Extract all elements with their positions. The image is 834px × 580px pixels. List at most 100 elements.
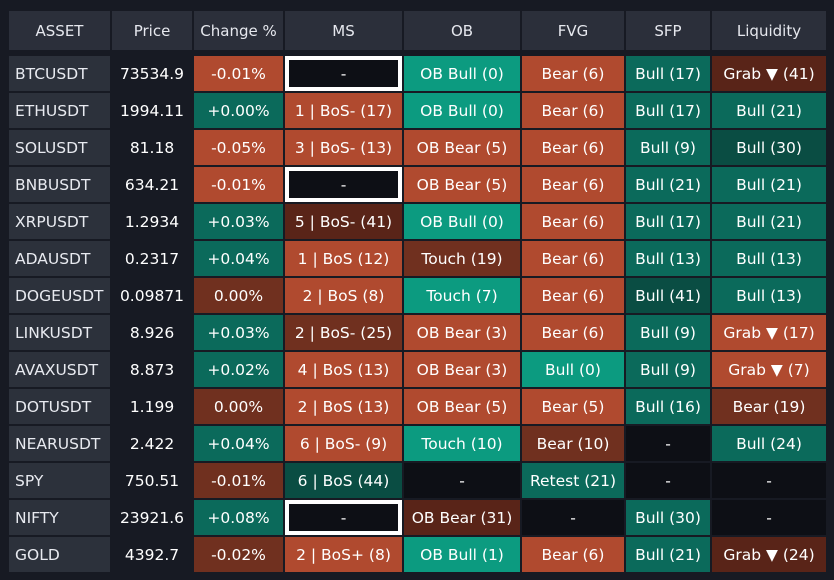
cell-sfp: Bull (41) (626, 278, 710, 313)
cell-fvg: Bear (6) (522, 93, 624, 128)
cell-ob: OB Bear (3) (404, 315, 520, 350)
cell-ob: OB Bull (0) (404, 56, 520, 91)
cell-change: -0.05% (194, 130, 283, 165)
column-header-price: Price (112, 11, 192, 50)
cell-change: +0.03% (194, 315, 283, 350)
cell-fvg: Bull (0) (522, 352, 624, 387)
cell-sfp: Bull (17) (626, 204, 710, 239)
cell-fvg: Bear (5) (522, 389, 624, 424)
cell-price: 8.926 (112, 315, 192, 350)
cell-ms: 2 | BoS+ (8) (285, 537, 402, 572)
column-header-sfp: SFP (626, 11, 710, 50)
cell-ms: 6 | BoS (44) (285, 463, 402, 498)
cell-price: 1.199 (112, 389, 192, 424)
cell-sfp: Bull (9) (626, 130, 710, 165)
cell-change: +0.04% (194, 241, 283, 276)
column-header-change: Change % (194, 11, 283, 50)
cell-sfp: Bull (30) (626, 500, 710, 535)
cell-change: -0.01% (194, 167, 283, 202)
cell-fvg: Bear (6) (522, 537, 624, 572)
cell-change: -0.02% (194, 537, 283, 572)
cell-sfp: Bull (17) (626, 56, 710, 91)
cell-ob: Touch (19) (404, 241, 520, 276)
cell-asset: DOTUSDT (9, 389, 110, 424)
cell-asset: NEARUSDT (9, 426, 110, 461)
cell-ob: OB Bear (5) (404, 389, 520, 424)
cell-ob: OB Bear (5) (404, 130, 520, 165)
cell-sfp: Bull (17) (626, 93, 710, 128)
cell-ms: 3 | BoS- (13) (285, 130, 402, 165)
cell-liquidity: Grab ▼ (41) (712, 56, 826, 91)
cell-sfp: Bull (9) (626, 315, 710, 350)
cell-ob: Touch (7) (404, 278, 520, 313)
cell-asset: BTCUSDT (9, 56, 110, 91)
cell-ms: 4 | BoS (13) (285, 352, 402, 387)
cell-ob: OB Bull (0) (404, 93, 520, 128)
cell-ob: OB Bull (0) (404, 204, 520, 239)
cell-asset: SPY (9, 463, 110, 498)
cell-price: 0.09871 (112, 278, 192, 313)
cell-price: 4392.7 (112, 537, 192, 572)
cell-liquidity: Bull (21) (712, 93, 826, 128)
cell-liquidity: Grab ▼ (7) (712, 352, 826, 387)
cell-liquidity: Bull (21) (712, 204, 826, 239)
cell-price: 23921.6 (112, 500, 192, 535)
cell-price: 1994.11 (112, 93, 192, 128)
cell-ms: 2 | BoS- (25) (285, 315, 402, 350)
cell-ms: - (285, 167, 402, 202)
cell-change: 0.00% (194, 389, 283, 424)
column-header-asset: ASSET (9, 11, 110, 50)
cell-sfp: Bull (21) (626, 167, 710, 202)
cell-ob: OB Bear (5) (404, 167, 520, 202)
cell-change: +0.02% (194, 352, 283, 387)
cell-liquidity: Grab ▼ (24) (712, 537, 826, 572)
cell-asset: SOLUSDT (9, 130, 110, 165)
cell-price: 73534.9 (112, 56, 192, 91)
cell-sfp: Bull (13) (626, 241, 710, 276)
cell-liquidity: Bull (13) (712, 278, 826, 313)
cell-fvg: - (522, 500, 624, 535)
cell-asset: DOGEUSDT (9, 278, 110, 313)
cell-ms: - (285, 56, 402, 91)
cell-sfp: Bull (9) (626, 352, 710, 387)
cell-change: +0.03% (194, 204, 283, 239)
column-header-ms: MS (285, 11, 402, 50)
column-header-fvg: FVG (522, 11, 624, 50)
cell-sfp: - (626, 463, 710, 498)
cell-price: 8.873 (112, 352, 192, 387)
cell-change: +0.00% (194, 93, 283, 128)
cell-sfp: Bull (21) (626, 537, 710, 572)
cell-fvg: Bear (10) (522, 426, 624, 461)
cell-liquidity: Bull (24) (712, 426, 826, 461)
cell-fvg: Retest (21) (522, 463, 624, 498)
cell-asset: ADAUSDT (9, 241, 110, 276)
cell-ms: 6 | BoS- (9) (285, 426, 402, 461)
cell-asset: XRPUSDT (9, 204, 110, 239)
cell-asset: LINKUSDT (9, 315, 110, 350)
cell-ms: 2 | BoS (13) (285, 389, 402, 424)
cell-sfp: - (626, 426, 710, 461)
cell-price: 750.51 (112, 463, 192, 498)
cell-liquidity: - (712, 500, 826, 535)
cell-sfp: Bull (16) (626, 389, 710, 424)
column-header-ob: OB (404, 11, 520, 50)
cell-ob: OB Bull (1) (404, 537, 520, 572)
cell-liquidity: Bull (30) (712, 130, 826, 165)
cell-ob: - (404, 463, 520, 498)
cell-price: 81.18 (112, 130, 192, 165)
cell-change: 0.00% (194, 278, 283, 313)
cell-ms: 5 | BoS- (41) (285, 204, 402, 239)
cell-fvg: Bear (6) (522, 241, 624, 276)
cell-ob: Touch (10) (404, 426, 520, 461)
cell-price: 634.21 (112, 167, 192, 202)
cell-ob: OB Bear (3) (404, 352, 520, 387)
cell-liquidity: Bear (19) (712, 389, 826, 424)
cell-asset: BNBUSDT (9, 167, 110, 202)
cell-price: 0.2317 (112, 241, 192, 276)
cell-asset: NIFTY (9, 500, 110, 535)
cell-change: -0.01% (194, 56, 283, 91)
cell-fvg: Bear (6) (522, 315, 624, 350)
cell-liquidity: Bull (13) (712, 241, 826, 276)
cell-fvg: Bear (6) (522, 278, 624, 313)
